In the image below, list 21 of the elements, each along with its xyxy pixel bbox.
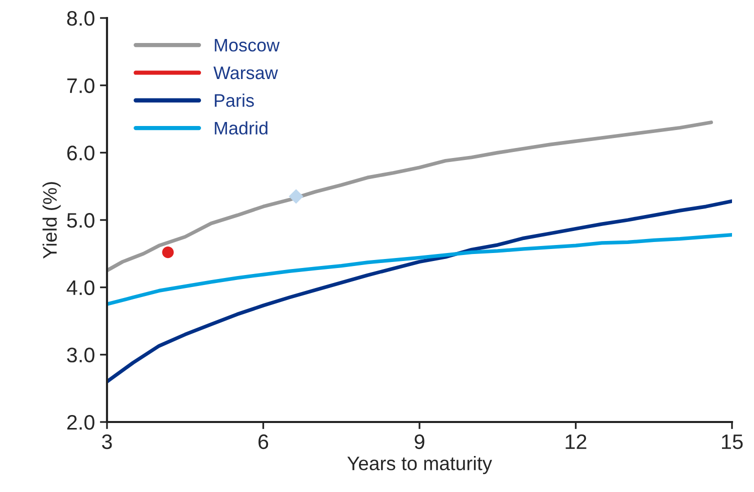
- legend-label: Warsaw: [213, 66, 278, 80]
- y-tick-label: 3.0: [67, 348, 94, 362]
- line-series: [107, 120, 713, 272]
- x-tick-label: 3: [102, 434, 112, 450]
- line-series: [107, 199, 732, 384]
- x-tick-label: 9: [414, 434, 424, 450]
- legend-label: Madrid: [214, 121, 268, 135]
- y-tick-label: 7.0: [67, 78, 94, 94]
- y-tick-label: 8.0: [67, 11, 94, 26]
- x-tick-label: 15: [722, 434, 743, 450]
- legend-label: Paris: [214, 94, 254, 107]
- y-axis-title: Yield (%): [42, 182, 61, 259]
- y-tick-label: 5.0: [67, 213, 94, 228]
- y-tick-label: 4.0: [66, 280, 94, 296]
- x-axis-title: Years to maturity: [347, 456, 492, 474]
- y-tick-label: 2.0: [67, 415, 94, 430]
- x-tick-label: 6: [258, 434, 268, 450]
- y-tick-label: 6.0: [67, 146, 94, 160]
- legend-label: Moscow: [214, 38, 280, 52]
- line-series: [107, 233, 732, 306]
- x-tick-label: 12: [566, 434, 586, 449]
